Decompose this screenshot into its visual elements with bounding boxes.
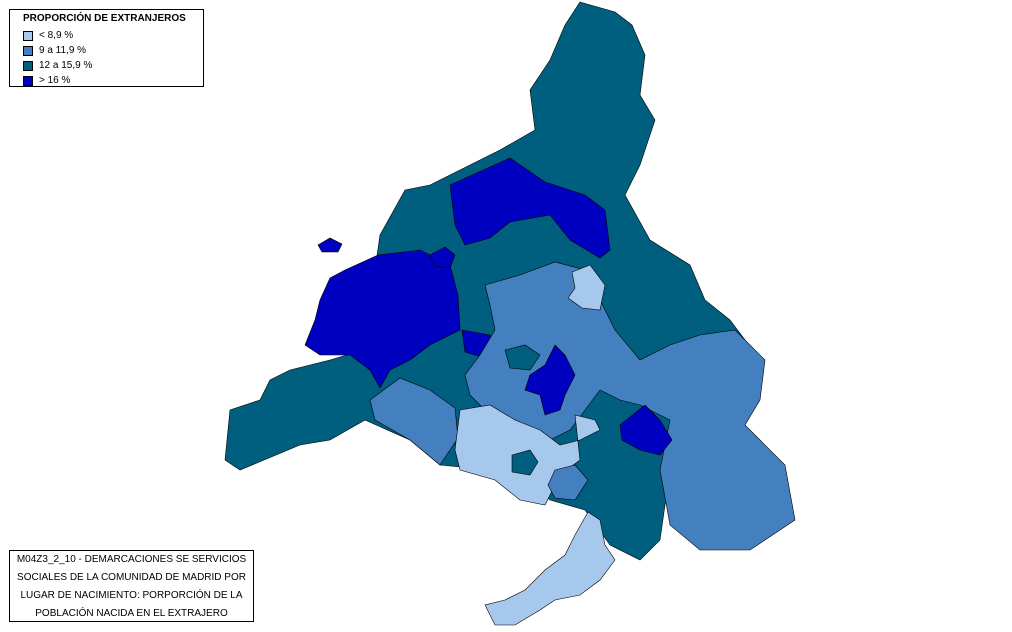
legend-item: > 16 % — [23, 73, 203, 88]
caption-line: M04Z3_2_10 - DEMARCACIONES SE SERVICIOS — [16, 554, 247, 565]
region-southwest-medium-small — [547, 464, 589, 501]
caption-line: SOCIALES DE LA COMUNIDAD DE MADRID POR — [17, 572, 246, 583]
region-east-high — [619, 404, 673, 456]
legend-title: PROPORCIÓN DE EXTRANJEROS — [23, 13, 186, 24]
legend-swatch — [23, 30, 33, 41]
region-southern-strip-low — [484, 511, 616, 626]
legend-item: < 8,9 % — [23, 28, 203, 43]
legend-swatch — [23, 75, 33, 86]
region-north-high — [449, 157, 611, 259]
map-legend: PROPORCIÓN DE EXTRANJEROS < 8,9 % 9 a 11… — [9, 9, 204, 87]
legend-swatch — [23, 60, 33, 71]
region-north-low — [567, 264, 606, 311]
caption-line: POBLACIÓN NACIDA EN EL EXTRAJERO — [35, 608, 228, 619]
legend-swatch — [23, 45, 33, 56]
legend-label: > 16 % — [39, 75, 71, 86]
region-capital-high — [524, 344, 576, 416]
region-south-medium-small — [511, 449, 539, 476]
region-capital-medium — [504, 344, 541, 371]
legend-label: 12 a 15,9 % — [39, 60, 93, 71]
caption-line: LUGAR DE NACIMIENTO: PORPORCIÓN DE LA — [20, 590, 243, 601]
legend-label: 9 a 11,9 % — [39, 45, 87, 56]
map-caption: M04Z3_2_10 - DEMARCACIONES SE SERVICIOS … — [9, 550, 254, 622]
region-small-high — [429, 246, 456, 269]
legend-label: < 8,9 % — [39, 30, 74, 41]
region-northwest-high — [304, 249, 461, 389]
legend-item: 12 a 15,9 % — [23, 58, 203, 73]
region-island-high — [317, 237, 343, 253]
legend-item: 9 a 11,9 % — [23, 43, 203, 58]
